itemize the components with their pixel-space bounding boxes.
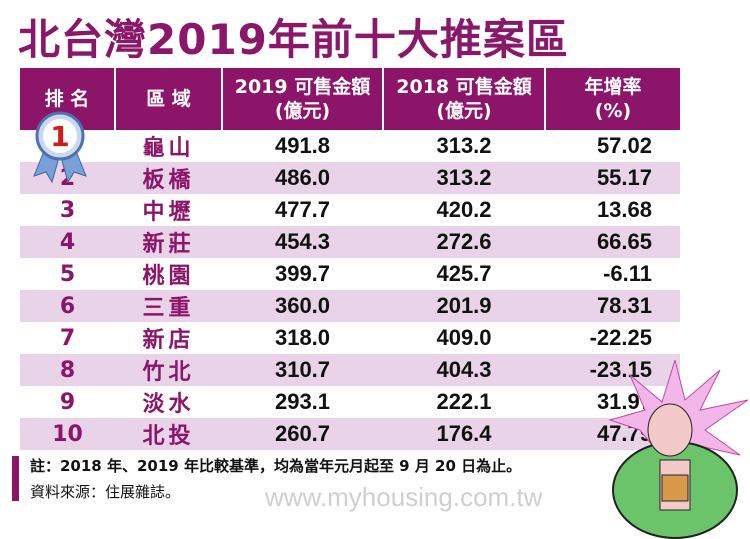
table-row: 8 竹北 310.7 404.3 -23.15 bbox=[20, 354, 680, 386]
table-row: 7 新店 318.0 409.0 -22.25 bbox=[20, 322, 680, 354]
source-note: 資料來源：住展雜誌。 bbox=[30, 483, 181, 501]
region-cell: 桃園 bbox=[142, 264, 195, 289]
growth-cell: 57.02 bbox=[596, 133, 652, 158]
table-row: 5 桃園 399.7 425.7 -6.11 bbox=[20, 258, 680, 290]
page-title: 北台灣2019年前十大推案區 bbox=[18, 15, 569, 64]
rank-cell: 6 bbox=[20, 290, 115, 322]
growth-cell: 55.17 bbox=[545, 162, 680, 194]
region-cell: 北投 bbox=[115, 418, 222, 450]
ranking-table: 排 名 區 域 2019 可售金額 (億元) 2018 可售金額 (億元) 年增… bbox=[20, 68, 680, 450]
sales-2019-cell: 491.8 bbox=[274, 133, 331, 158]
region-cell: 龜山 bbox=[142, 136, 195, 161]
growth-cell: 13.68 bbox=[596, 197, 652, 222]
sales-2019-cell: 454.3 bbox=[222, 226, 383, 258]
sales-2019-cell: 310.7 bbox=[222, 354, 383, 386]
table-row: 4 新莊 454.3 272.6 66.65 bbox=[20, 226, 680, 258]
rank-cell: 8 bbox=[20, 354, 115, 386]
table-row: 9 淡水 293.1 222.1 31.97 bbox=[20, 386, 680, 418]
region-cell: 竹北 bbox=[115, 354, 222, 386]
mascot-illustration-icon bbox=[608, 360, 749, 539]
region-cell: 中壢 bbox=[142, 200, 195, 225]
sales-2019-cell: 399.7 bbox=[274, 261, 331, 286]
medal-number: 1 bbox=[50, 120, 69, 153]
rank-cell: 3 bbox=[59, 197, 76, 223]
region-cell: 板橋 bbox=[115, 162, 222, 194]
sales-2018-cell: 425.7 bbox=[436, 261, 492, 286]
sales-2018-cell: 176.4 bbox=[383, 418, 545, 450]
col-region: 區 域 bbox=[115, 68, 223, 130]
note-accent-bar bbox=[12, 456, 19, 501]
rank-cell: 7 bbox=[59, 325, 76, 351]
sales-2018-cell: 420.2 bbox=[436, 197, 492, 222]
sales-2018-cell: 313.2 bbox=[436, 133, 492, 158]
sales-2019-cell: 293.1 bbox=[274, 389, 331, 414]
region-cell: 新莊 bbox=[115, 226, 222, 258]
sales-2019-cell: 260.7 bbox=[222, 418, 383, 450]
col-2018: 2018 可售金額 (億元) bbox=[383, 68, 546, 130]
sales-2018-cell: 409.0 bbox=[436, 325, 492, 350]
footnote: 註：2018 年、2019 年比較基準，均為當年元月起至 9 月 20 日為止。 bbox=[30, 457, 522, 475]
sales-2019-cell: 477.7 bbox=[274, 197, 331, 222]
growth-cell: -6.11 bbox=[603, 261, 652, 286]
sales-2019-cell: 318.0 bbox=[274, 325, 331, 350]
table-row: 龜山 491.8 313.2 57.02 bbox=[20, 130, 680, 162]
region-cell: 三重 bbox=[115, 290, 222, 322]
growth-cell: -22.25 bbox=[589, 325, 652, 350]
rank-cell: 9 bbox=[59, 389, 76, 415]
sales-2018-cell: 272.6 bbox=[383, 226, 545, 258]
first-place-medal-icon: 1 bbox=[33, 111, 87, 184]
header-row: 排 名 區 域 2019 可售金額 (億元) 2018 可售金額 (億元) 年增… bbox=[20, 68, 680, 130]
col-growth: 年增率 (%) bbox=[545, 68, 680, 130]
col-2019: 2019 可售金額 (億元) bbox=[222, 68, 384, 130]
growth-cell: -23.15 bbox=[545, 354, 680, 386]
growth-cell: 78.31 bbox=[545, 290, 680, 322]
region-cell: 淡水 bbox=[142, 392, 195, 417]
sales-2019-cell: 360.0 bbox=[222, 290, 383, 322]
rank-cell: 10 bbox=[20, 418, 115, 450]
table-row: 3 中壢 477.7 420.2 13.68 bbox=[20, 194, 680, 226]
watermark: www.myhousing.com.tw bbox=[265, 482, 543, 512]
sales-2018-cell: 404.3 bbox=[383, 354, 545, 386]
sales-2018-cell: 201.9 bbox=[383, 290, 545, 322]
table-row: 10 北投 260.7 176.4 47.79 bbox=[20, 418, 680, 450]
sales-2019-cell: 486.0 bbox=[222, 162, 383, 194]
sales-2018-cell: 222.1 bbox=[436, 389, 492, 414]
sales-2018-cell: 313.2 bbox=[383, 162, 545, 194]
rank-cell: 5 bbox=[59, 261, 76, 287]
growth-cell: 66.65 bbox=[545, 226, 680, 258]
rank-cell: 4 bbox=[20, 226, 115, 258]
table-row: 6 三重 360.0 201.9 78.31 bbox=[20, 290, 680, 322]
region-cell: 新店 bbox=[142, 328, 195, 353]
